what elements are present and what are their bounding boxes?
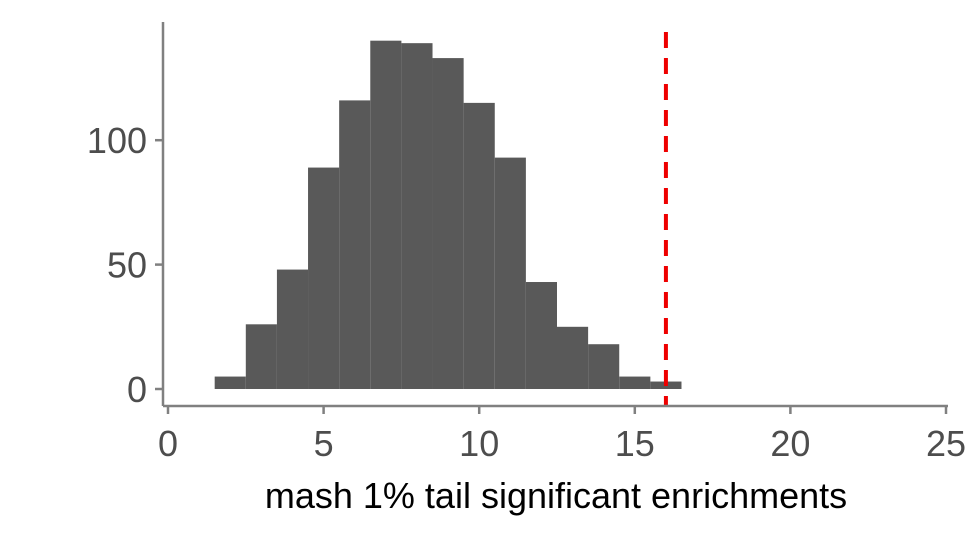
histogram-bar-4 — [339, 100, 371, 389]
x-tick-label: 20 — [770, 423, 810, 464]
x-tick-label: 10 — [459, 423, 499, 464]
histogram-bar-3 — [308, 167, 340, 389]
x-tick-label: 25 — [926, 423, 966, 464]
x-tick-label: 0 — [158, 423, 178, 464]
histogram-bar-8 — [463, 102, 495, 389]
histogram-bar-11 — [557, 326, 589, 389]
x-axis-title: mash 1% tail significant enrichments — [265, 475, 847, 516]
x-tick-label: 15 — [615, 423, 655, 464]
histogram-bar-2 — [276, 269, 309, 389]
histogram-bar-10 — [525, 282, 557, 389]
x-tick-label: 5 — [314, 423, 334, 464]
histogram-bar-6 — [401, 43, 433, 389]
histogram-bars — [214, 40, 682, 390]
x-axis-ticks: 0 5 10 15 20 25 — [158, 406, 966, 464]
y-tick-label: 50 — [107, 245, 147, 286]
axes — [161, 22, 948, 408]
histogram-bar-9 — [494, 157, 526, 389]
histogram-bar-13 — [619, 376, 651, 389]
histogram-bar-1 — [245, 324, 277, 389]
y-axis-ticks: 0 50 100 — [87, 120, 163, 410]
y-tick-label: 0 — [127, 369, 147, 410]
y-tick-label: 100 — [87, 120, 147, 161]
histogram-bar-7 — [432, 58, 464, 389]
histogram-bar-0 — [214, 376, 246, 389]
histogram-bar-12 — [588, 344, 620, 389]
histogram-bar-5 — [370, 40, 402, 390]
